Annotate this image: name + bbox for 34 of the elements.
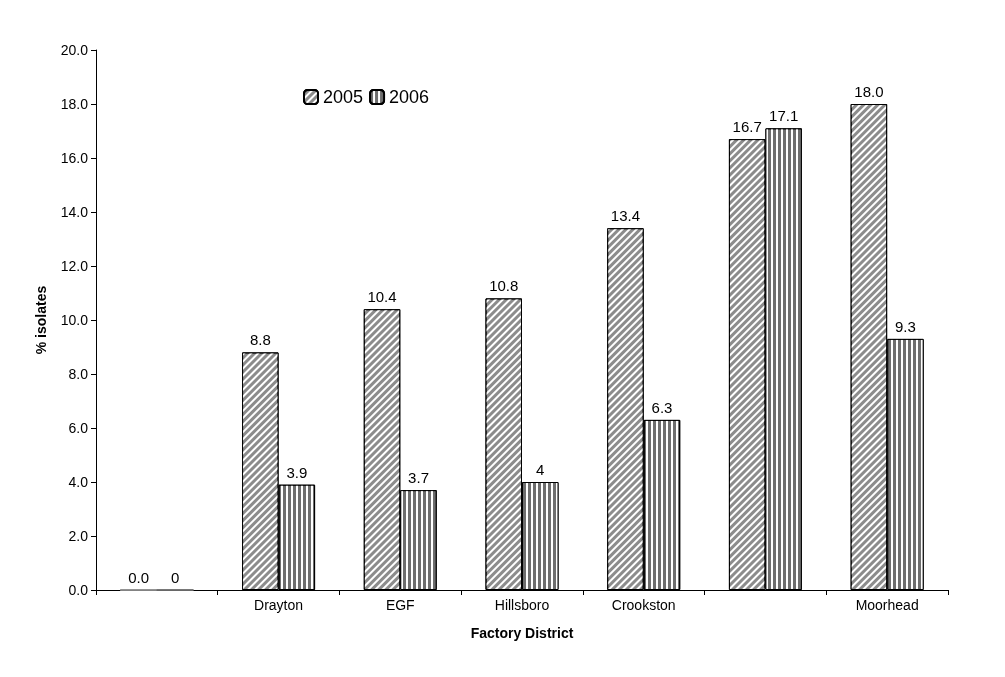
data-label: 17.1 xyxy=(769,107,799,125)
y-tick-label: 0.0 xyxy=(68,582,89,598)
y-tick-label: 6.0 xyxy=(68,420,89,436)
y-tick-label: 16.0 xyxy=(60,150,89,166)
y-tick-label: 8.0 xyxy=(68,366,89,382)
data-label: 13.4 xyxy=(610,207,641,225)
y-tick-label: 14.0 xyxy=(60,204,89,220)
data-label: 16.7 xyxy=(732,118,762,136)
x-tick-label: Moorhead xyxy=(855,597,919,613)
data-label: 8.8 xyxy=(249,331,271,349)
legend-label: 2006 xyxy=(389,87,430,107)
data-label: 9.3 xyxy=(894,317,916,335)
y-tick-label: 12.0 xyxy=(60,258,89,274)
data-label: 0 xyxy=(170,568,180,586)
data-label: 0.0 xyxy=(128,568,150,586)
x-axis-title: Factory District xyxy=(470,625,574,641)
y-tick-label: 10.0 xyxy=(60,312,89,328)
data-label: 18.0 xyxy=(854,83,884,100)
x-tick-label: Crookston xyxy=(611,597,676,613)
x-tick-label: Drayton xyxy=(254,597,304,613)
y-tick-label: 2.0 xyxy=(68,528,89,544)
data-label: 6.3 xyxy=(651,398,673,416)
data-label: 3.7 xyxy=(408,469,429,487)
data-label: 4 xyxy=(536,461,545,478)
y-tick-label: 4.0 xyxy=(68,474,89,490)
data-label: 10.4 xyxy=(367,288,397,306)
data-label: 3.9 xyxy=(286,463,308,481)
legend-label: 2005 xyxy=(323,87,364,107)
x-tick-label: EGF xyxy=(385,597,415,613)
y-tick-label: 20.0 xyxy=(60,42,89,58)
data-label: 10.8 xyxy=(489,277,519,295)
y-tick-label: 18.0 xyxy=(60,96,89,112)
y-axis-title: % isolates xyxy=(33,285,49,355)
x-tick-label: Hillsboro xyxy=(494,597,550,613)
